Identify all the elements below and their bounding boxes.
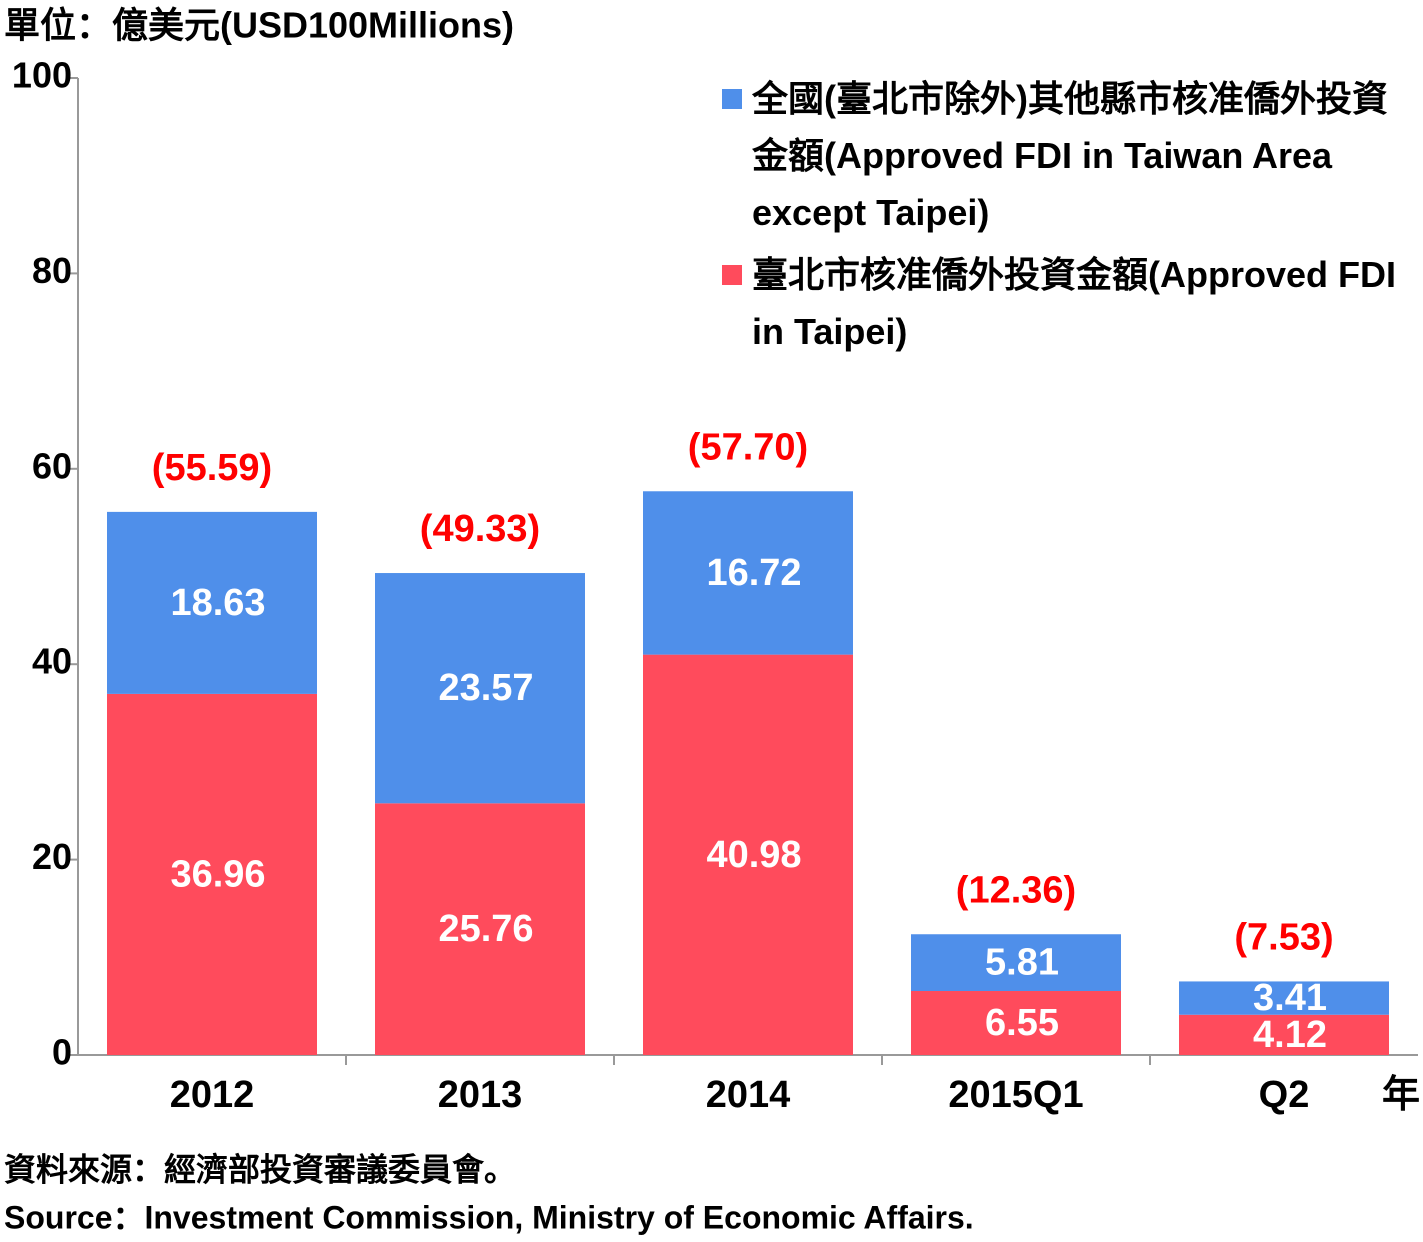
x-tick-label: Q2 bbox=[1259, 1074, 1310, 1116]
value-label: 4.12 bbox=[1253, 1014, 1327, 1056]
bar-segment bbox=[375, 573, 585, 804]
total-label: (57.70) bbox=[688, 426, 808, 468]
legend-swatch bbox=[722, 265, 742, 285]
value-label: 40.98 bbox=[706, 834, 801, 876]
source-zh: 資料來源：經濟部投資審議委員會。 bbox=[4, 1151, 516, 1187]
value-label: 6.55 bbox=[985, 1002, 1059, 1044]
value-label: 23.57 bbox=[438, 667, 533, 709]
value-label: 18.63 bbox=[170, 582, 265, 624]
y-tick-label: 40 bbox=[32, 641, 72, 682]
bar-segment bbox=[107, 511, 317, 694]
value-label: 3.41 bbox=[1253, 977, 1327, 1019]
total-label: (12.36) bbox=[956, 869, 1076, 911]
x-tick-label: 2013 bbox=[438, 1074, 523, 1116]
bar-segment bbox=[911, 991, 1121, 1055]
value-label: 25.76 bbox=[438, 908, 533, 950]
source-en: Source：Investment Commission, Ministry o… bbox=[4, 1199, 974, 1235]
legend-label: 臺北市核准僑外投資金額(Approved FDI in Taipei) bbox=[752, 254, 1396, 352]
bar-segment bbox=[643, 654, 853, 1055]
unit-label: 單位：億美元(USD100Millions) bbox=[4, 5, 514, 46]
y-tick-label: 60 bbox=[32, 445, 72, 486]
y-tick-label: 80 bbox=[32, 250, 72, 291]
bar-segment bbox=[107, 693, 317, 1055]
value-label: 36.96 bbox=[170, 853, 265, 895]
legend-label: 全國(臺北市除外)其他縣市核准僑外投資金額(Approved FDI in Ta… bbox=[752, 78, 1388, 233]
total-label: (7.53) bbox=[1234, 916, 1333, 958]
x-tick-label: 2015Q1 bbox=[948, 1074, 1083, 1116]
legend-item: 全國(臺北市除外)其他縣市核准僑外投資金額(Approved FDI in Ta… bbox=[722, 70, 1412, 241]
legend-item: 臺北市核准僑外投資金額(Approved FDI in Taipei) bbox=[722, 246, 1412, 360]
bar-segment bbox=[1179, 1014, 1389, 1055]
bar-segment bbox=[1179, 981, 1389, 1015]
y-tick-label: 100 bbox=[12, 55, 72, 96]
value-label: 16.72 bbox=[706, 552, 801, 594]
y-tick-label: 0 bbox=[52, 1032, 72, 1073]
value-label: 5.81 bbox=[985, 942, 1059, 984]
bar-segment bbox=[643, 491, 853, 655]
bar-segment bbox=[375, 803, 585, 1055]
legend-swatch bbox=[722, 89, 742, 109]
x-tick-label: 2012 bbox=[170, 1074, 255, 1116]
x-tick-label: 2014 bbox=[706, 1074, 791, 1116]
y-tick-label: 20 bbox=[32, 836, 72, 877]
x-unit-label: 年 bbox=[1382, 1074, 1420, 1116]
bar-segment bbox=[911, 934, 1121, 992]
total-label: (49.33) bbox=[420, 508, 540, 550]
total-label: (55.59) bbox=[152, 447, 272, 489]
